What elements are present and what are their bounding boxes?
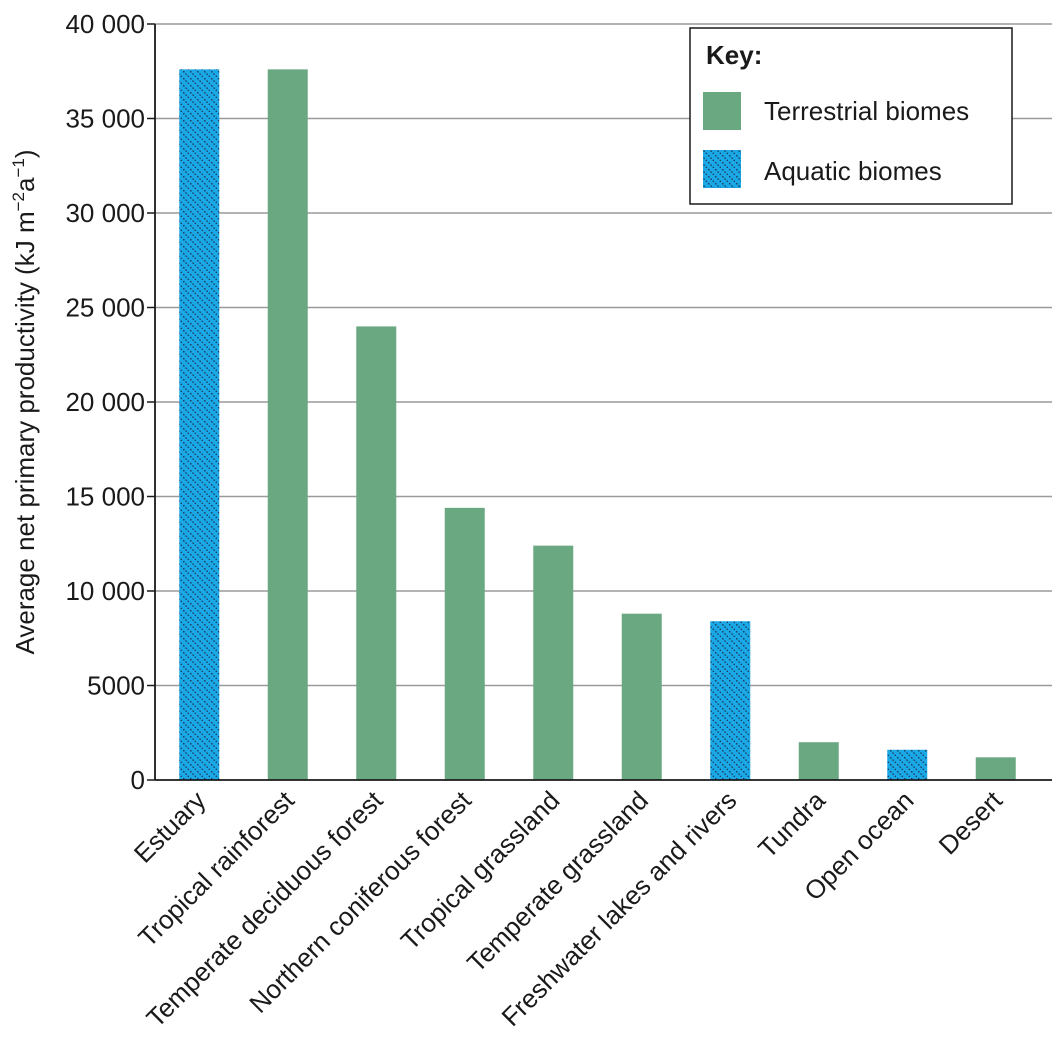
bar-tundra bbox=[798, 742, 839, 780]
x-tick-label: Tropical grassland bbox=[395, 785, 566, 956]
y-tick-label: 25 000 bbox=[65, 293, 145, 323]
bar-tropical-rainforest bbox=[267, 69, 308, 781]
bar-tropical-grassland bbox=[533, 545, 574, 780]
x-tick-label: Estuary bbox=[128, 785, 212, 869]
bars bbox=[179, 69, 1016, 781]
y-axis-title: Average net primary productivity (kJ m−2… bbox=[9, 149, 40, 654]
legend-swatch-aquatic bbox=[703, 150, 741, 188]
x-tick-label: Tundra bbox=[752, 785, 831, 864]
y-tick-label: 35 000 bbox=[65, 104, 145, 134]
legend-title: Key: bbox=[706, 40, 762, 70]
y-tick-label: 5000 bbox=[87, 671, 145, 701]
y-tick-labels: 0 5000 10 000 15 000 20 000 25 000 30 000 35 00… bbox=[65, 9, 155, 795]
legend-box bbox=[689, 27, 1013, 205]
y-tick-label: 10 000 bbox=[65, 576, 145, 606]
bar-open-ocean bbox=[887, 749, 928, 780]
y-tick-label: 0 bbox=[131, 765, 145, 795]
x-tick-label: Desert bbox=[933, 784, 1009, 860]
x-tick-label: Tropical rainforest bbox=[132, 784, 300, 952]
bar-temperate-deciduous-forest bbox=[356, 326, 397, 780]
bar-northern-coniferous-forest bbox=[444, 507, 485, 780]
bar-estuary bbox=[179, 69, 220, 781]
y-tick-label: 15 000 bbox=[65, 482, 145, 512]
bar-temperate-grassland bbox=[621, 613, 662, 780]
legend-label-terrestrial: Terrestrial biomes bbox=[764, 96, 969, 126]
y-tick-label: 20 000 bbox=[65, 387, 145, 417]
legend-label-aquatic: Aquatic biomes bbox=[764, 156, 942, 186]
bar-freshwater-lakes-and-rivers bbox=[710, 621, 751, 780]
legend-swatch-terrestrial bbox=[703, 92, 741, 130]
y-tick-label: 30 000 bbox=[65, 198, 145, 228]
legend: Key: Terrestrial biomes Aquatic biomes bbox=[689, 27, 1013, 205]
bar-desert bbox=[975, 757, 1016, 780]
y-tick-label: 40 000 bbox=[65, 9, 145, 39]
